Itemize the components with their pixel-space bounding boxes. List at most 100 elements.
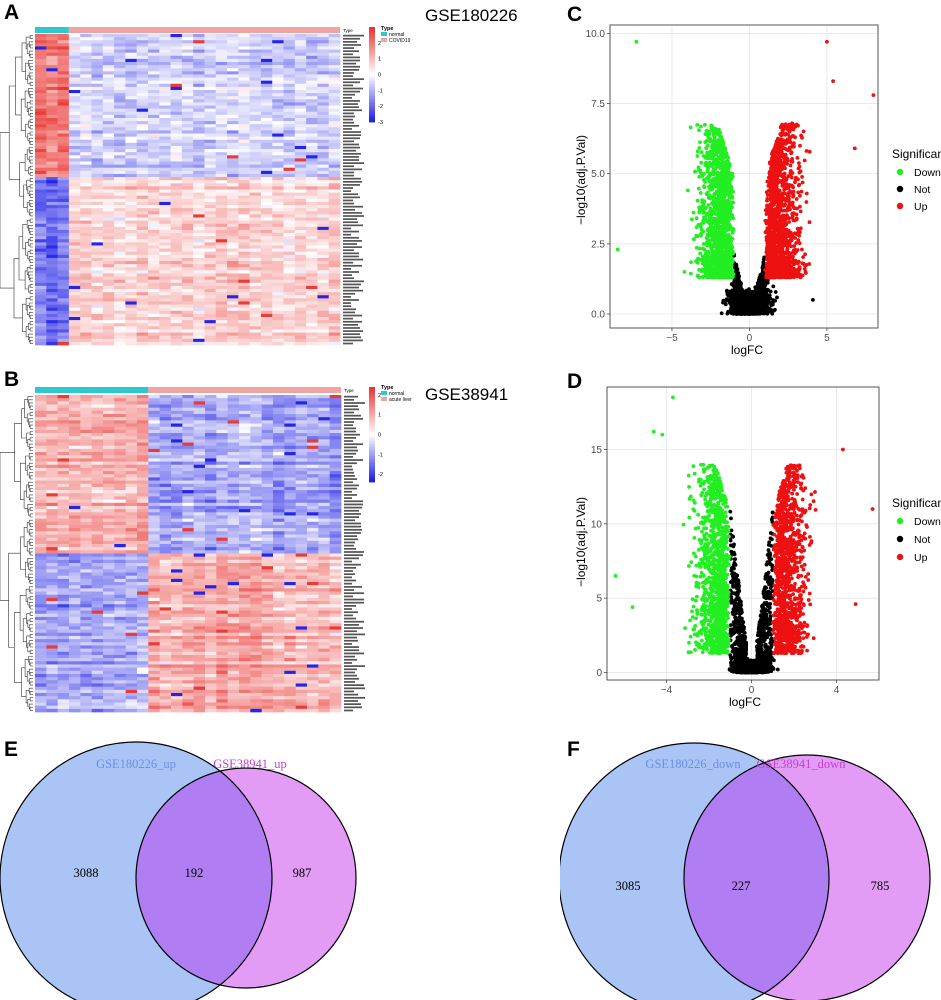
heatmap-cell bbox=[159, 531, 172, 535]
heatmap-cell bbox=[68, 139, 81, 144]
heatmap-cell bbox=[159, 582, 172, 586]
heatmap-cell bbox=[238, 338, 250, 343]
heatmap-cell bbox=[261, 521, 274, 526]
heatmap-cell bbox=[193, 414, 206, 418]
heatmap-cell bbox=[216, 604, 229, 608]
heatmap-cell bbox=[238, 96, 250, 100]
heatmap-cell bbox=[46, 528, 59, 532]
gene-label bbox=[343, 317, 353, 320]
heatmap-cell bbox=[249, 34, 262, 38]
heatmap-cell bbox=[170, 254, 183, 259]
heatmap-cell bbox=[181, 177, 194, 181]
heatmap-cell bbox=[136, 233, 149, 237]
dendrogram-branch bbox=[28, 312, 33, 318]
heatmap-cell bbox=[136, 86, 149, 91]
heatmap-cell bbox=[295, 563, 308, 567]
heatmap-cell bbox=[250, 505, 263, 510]
heatmap-cell bbox=[114, 341, 126, 346]
heatmap-cell bbox=[227, 226, 239, 231]
heatmap-cell bbox=[216, 464, 229, 469]
heatmap-cell bbox=[328, 304, 341, 309]
heatmap-cell bbox=[250, 395, 263, 399]
heatmap-cell bbox=[125, 407, 138, 412]
heatmap-cell bbox=[238, 111, 250, 116]
heatmap-cell bbox=[125, 591, 138, 596]
heatmap-cell bbox=[283, 251, 296, 256]
heatmap-cell bbox=[295, 537, 308, 542]
heatmap-cell bbox=[227, 86, 239, 91]
dendrogram-branch bbox=[29, 513, 33, 518]
heatmap-cell bbox=[182, 429, 195, 434]
heatmap-cell bbox=[250, 410, 263, 415]
type-legend-normal-label: normal bbox=[389, 32, 404, 38]
heatmap-cell bbox=[294, 236, 307, 240]
heatmap-cell bbox=[249, 264, 262, 268]
heatmap-cell bbox=[328, 161, 341, 165]
heatmap-cell bbox=[260, 233, 273, 237]
heatmap-cell bbox=[328, 279, 341, 284]
heatmap-cell bbox=[147, 117, 160, 122]
heatmap-cell bbox=[273, 417, 285, 421]
heatmap-cell bbox=[171, 452, 183, 456]
heatmap-cell bbox=[328, 149, 341, 153]
heatmap-cell bbox=[306, 127, 318, 131]
heatmap-cell bbox=[204, 127, 217, 131]
heatmap-cell bbox=[159, 505, 172, 510]
heatmap-cell bbox=[125, 543, 138, 548]
heatmap-cell bbox=[35, 477, 47, 481]
dendrogram-branch bbox=[29, 532, 33, 537]
color-scale-step bbox=[369, 98, 375, 102]
dendrogram-branch bbox=[13, 258, 23, 319]
heatmap-cell bbox=[125, 307, 138, 312]
heatmap-cell bbox=[114, 223, 126, 228]
heatmap-cell bbox=[46, 192, 58, 197]
heatmap-cell bbox=[215, 136, 228, 141]
heatmap-cell bbox=[68, 55, 81, 60]
heatmap-cell bbox=[329, 616, 342, 621]
heatmap-cell bbox=[159, 543, 172, 548]
heatmap-cell bbox=[57, 40, 70, 44]
heatmap-cell bbox=[215, 329, 228, 333]
heatmap-cell bbox=[46, 61, 58, 66]
heatmap-cell bbox=[239, 480, 251, 485]
heatmap-cell bbox=[306, 77, 318, 81]
heatmap-cell bbox=[80, 531, 93, 535]
heatmap-cell bbox=[306, 155, 318, 159]
heatmap-cell bbox=[103, 477, 115, 481]
heatmap-cell bbox=[227, 124, 239, 128]
heatmap-cell bbox=[306, 335, 318, 340]
heatmap-cell bbox=[193, 429, 206, 434]
heatmap-cell bbox=[102, 152, 115, 156]
heatmap-cell bbox=[35, 55, 47, 60]
heatmap-cell bbox=[182, 439, 195, 443]
heatmap-cell bbox=[69, 496, 81, 500]
heatmap-cell bbox=[57, 543, 70, 548]
heatmap-cell bbox=[148, 582, 161, 586]
heatmap-cell bbox=[80, 276, 92, 281]
heatmap-cell bbox=[46, 282, 58, 287]
heatmap-cell bbox=[283, 254, 296, 259]
heatmap-cell bbox=[204, 310, 217, 315]
heatmap-cell bbox=[46, 474, 59, 478]
heatmap-cell bbox=[272, 289, 284, 293]
heatmap-cell bbox=[329, 433, 342, 437]
heatmap-cell bbox=[125, 114, 138, 119]
heatmap-cell bbox=[249, 40, 262, 44]
heatmap-cell bbox=[80, 34, 92, 38]
heatmap-cell bbox=[103, 401, 115, 405]
heatmap-cell bbox=[328, 61, 341, 66]
heatmap-cell bbox=[35, 161, 47, 165]
dendrogram-branch bbox=[29, 290, 33, 294]
heatmap-cell bbox=[182, 404, 195, 409]
heatmap-cell bbox=[137, 575, 149, 580]
heatmap-cell bbox=[148, 464, 161, 469]
panel-letter-c: C bbox=[567, 3, 583, 26]
heatmap-cell bbox=[272, 264, 284, 268]
heatmap-cell bbox=[284, 486, 297, 491]
heatmap-cell bbox=[57, 223, 70, 228]
heatmap-cell bbox=[295, 410, 308, 415]
heatmap-cell bbox=[294, 313, 307, 318]
heatmap-cell bbox=[181, 74, 194, 78]
heatmap-cell bbox=[102, 40, 115, 44]
heatmap-cell bbox=[80, 264, 92, 268]
